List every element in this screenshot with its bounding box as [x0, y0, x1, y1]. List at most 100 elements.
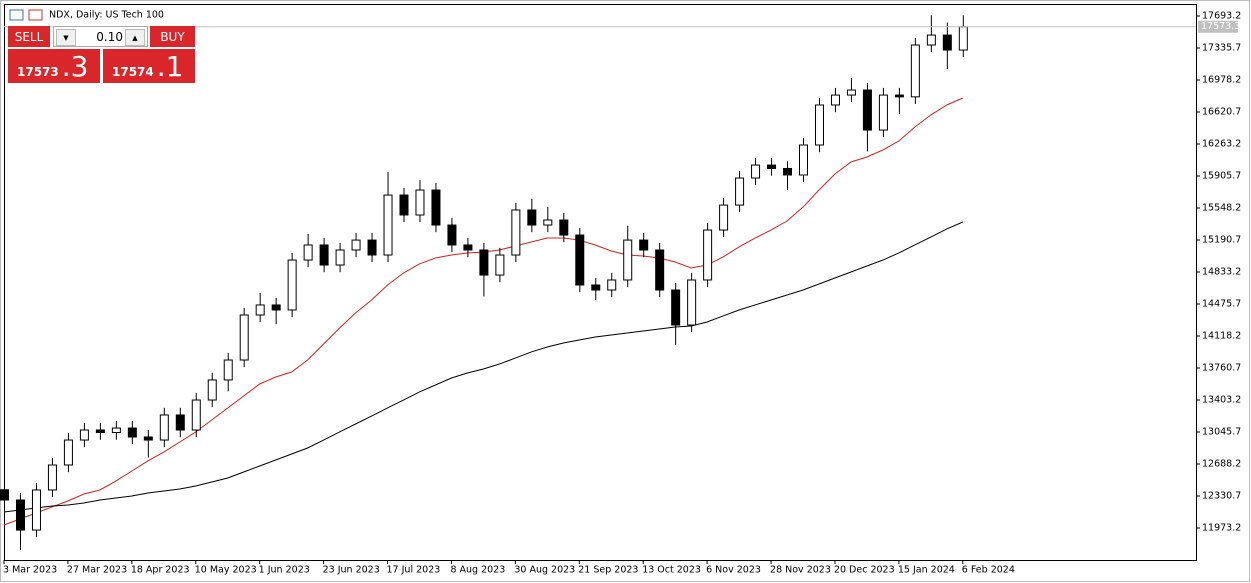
- candle-body: [143, 436, 153, 441]
- candle-body: [271, 304, 281, 311]
- candle-body: [383, 194, 393, 256]
- candle-body: [303, 244, 313, 261]
- x-tick-label: 17 Jul 2023: [387, 565, 441, 576]
- y-tick-label: 16263.2: [1202, 139, 1241, 150]
- y-tick-label: 13045.7: [1202, 427, 1241, 438]
- candle-body: [367, 239, 377, 256]
- candle-body: [447, 224, 457, 246]
- y-tick-label: 15190.7: [1202, 235, 1241, 246]
- candle-body: [191, 399, 201, 431]
- y-tick-label: 17693.2: [1202, 11, 1241, 22]
- candle-body: [559, 219, 569, 236]
- current-price-box: [1198, 20, 1238, 33]
- x-tick-label: 6 Nov 2023: [706, 565, 761, 576]
- y-tick-label: 13760.7: [1202, 363, 1241, 374]
- candle-body: [511, 209, 521, 256]
- candle-body: [415, 189, 425, 216]
- candle-body: [15, 499, 25, 531]
- y-tick-label: 16620.7: [1202, 107, 1241, 118]
- y-tick-label: 16978.2: [1202, 75, 1241, 86]
- current-price-label: 17573.3: [1201, 21, 1240, 32]
- candle-body: [846, 89, 856, 96]
- candle-body: [463, 244, 473, 251]
- y-tick-label: 12688.2: [1202, 459, 1241, 470]
- y-tick-label: 15548.2: [1202, 203, 1241, 214]
- y-tick-label: 14118.2: [1202, 331, 1241, 342]
- candle-body: [799, 144, 808, 176]
- bid-price[interactable]: 17573.3: [8, 49, 100, 83]
- x-tick-label: 8 Aug 2023: [450, 565, 505, 576]
- ask-small: .1: [156, 50, 184, 83]
- candle-body: [159, 414, 169, 441]
- x-tick-label: 1 Jun 2023: [259, 565, 310, 576]
- candle-body: [63, 439, 73, 466]
- sell-button[interactable]: SELL: [8, 26, 50, 47]
- candle-body: [47, 464, 57, 491]
- candle-body: [623, 239, 633, 281]
- candle-body: [830, 94, 840, 106]
- x-tick-label: 3 Mar 2023: [3, 565, 57, 576]
- candle-body: [687, 279, 697, 326]
- candle-body: [719, 204, 729, 231]
- y-tick-label: 15905.7: [1202, 171, 1241, 182]
- candle-body: [926, 34, 936, 46]
- candle-body: [543, 219, 553, 226]
- candle-body: [575, 234, 585, 286]
- candle-body: [431, 189, 441, 226]
- y-tick-label: 11973.2: [1202, 523, 1241, 534]
- candle-body: [767, 164, 777, 169]
- candle-body: [655, 249, 665, 291]
- buy-button[interactable]: BUY: [150, 26, 195, 47]
- candle-body: [671, 289, 681, 326]
- x-tick-label: 15 Jan 2024: [898, 565, 955, 576]
- x-tick-label: 28 Nov 2023: [770, 565, 831, 576]
- x-tick-label: 27 Mar 2023: [67, 565, 127, 576]
- candle-body: [591, 284, 601, 291]
- chart-title: NDX, Daily: US Tech 100: [49, 10, 164, 21]
- ask-price[interactable]: 17574.1: [103, 49, 195, 83]
- x-tick-label: 21 Sep 2023: [578, 565, 638, 576]
- candle-body: [639, 239, 649, 251]
- candle-body: [95, 429, 105, 434]
- candle-body: [894, 94, 904, 98]
- candle-body: [751, 164, 761, 179]
- y-tick-label: 14833.2: [1202, 267, 1241, 278]
- candle-body: [735, 177, 745, 206]
- candle-body: [958, 26, 968, 51]
- candle-body: [479, 249, 489, 276]
- candle-body: [111, 427, 121, 434]
- trade-panel: SELL ▼ 0.10 ▲ BUY 17573.3 17574.1: [8, 26, 195, 83]
- candle-body: [31, 489, 41, 531]
- candle-body: [335, 249, 345, 266]
- y-tick-label: 12330.7: [1202, 491, 1241, 502]
- decrease[interactable]: ▼: [56, 29, 76, 46]
- candle-body: [910, 44, 920, 98]
- candle-body: [175, 414, 185, 431]
- candle-body: [399, 194, 409, 216]
- candle-body: [223, 359, 233, 381]
- candle-body: [703, 229, 713, 281]
- candle-body: [319, 244, 329, 266]
- candle-body: [527, 209, 537, 226]
- plot-frame: [4, 4, 1197, 561]
- candle-body: [942, 34, 952, 51]
- y-tick-label: 14475.7: [1202, 299, 1241, 310]
- increase[interactable]: ▲: [125, 29, 145, 46]
- x-tick-label: 13 Oct 2023: [642, 565, 701, 576]
- icon: [28, 9, 43, 21]
- candle-body: [783, 167, 793, 176]
- candle-body: [862, 89, 872, 131]
- candle-body: [878, 94, 888, 131]
- candle-body: [207, 379, 217, 401]
- x-tick-label: 20 Dec 2023: [834, 565, 895, 576]
- candle-body: [495, 254, 505, 276]
- candle-body: [0, 489, 9, 501]
- candle-body: [814, 104, 824, 146]
- moving-average: [3, 221, 964, 513]
- x-tick-label: 6 Feb 2024: [962, 565, 1015, 576]
- candle-body: [607, 279, 617, 291]
- lot-input[interactable]: ▼ 0.10 ▲: [53, 26, 148, 47]
